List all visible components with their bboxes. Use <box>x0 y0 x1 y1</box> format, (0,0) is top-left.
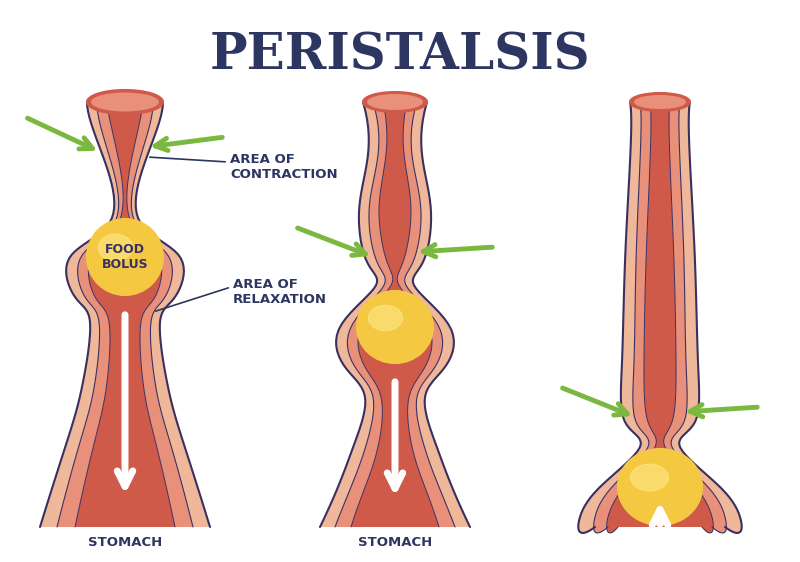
Text: AREA OF
RELAXATION: AREA OF RELAXATION <box>233 278 327 306</box>
Polygon shape <box>397 102 455 527</box>
Ellipse shape <box>630 93 690 111</box>
Ellipse shape <box>363 92 427 112</box>
Ellipse shape <box>618 449 702 525</box>
Ellipse shape <box>367 94 423 110</box>
Ellipse shape <box>98 234 133 261</box>
Polygon shape <box>594 102 656 533</box>
Polygon shape <box>320 102 386 527</box>
Polygon shape <box>57 102 123 527</box>
Ellipse shape <box>87 219 163 295</box>
Polygon shape <box>131 102 210 527</box>
Text: FOOD
BOLUS: FOOD BOLUS <box>102 243 148 271</box>
Text: STOMACH: STOMACH <box>358 536 432 549</box>
Polygon shape <box>671 102 742 533</box>
Text: STOMACH: STOMACH <box>88 536 162 549</box>
Polygon shape <box>578 102 649 533</box>
Ellipse shape <box>87 90 163 114</box>
Ellipse shape <box>634 95 686 109</box>
Ellipse shape <box>91 93 159 111</box>
Polygon shape <box>351 102 439 527</box>
Polygon shape <box>75 102 175 527</box>
Ellipse shape <box>357 291 433 363</box>
Ellipse shape <box>630 464 669 491</box>
Polygon shape <box>405 102 470 527</box>
Polygon shape <box>40 102 118 527</box>
Polygon shape <box>664 102 726 533</box>
Text: AREA OF
CONTRACTION: AREA OF CONTRACTION <box>230 153 338 181</box>
Polygon shape <box>335 102 393 527</box>
Polygon shape <box>127 102 193 527</box>
Text: PERISTALSIS: PERISTALSIS <box>210 32 590 81</box>
Ellipse shape <box>368 305 402 330</box>
Polygon shape <box>606 102 714 533</box>
